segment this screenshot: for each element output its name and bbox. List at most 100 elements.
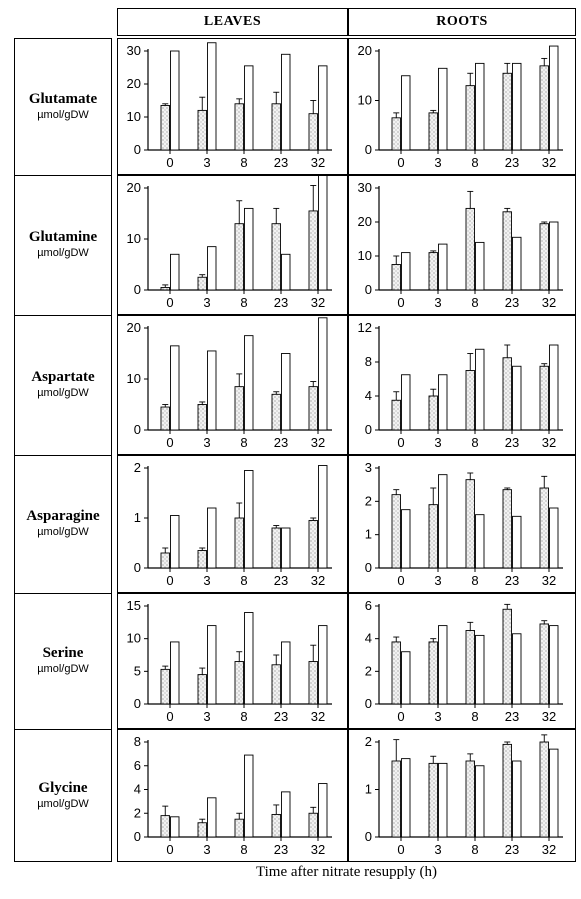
chart-panel: 0 1 2 0 3 8 23 32 xyxy=(117,455,348,593)
bar-chart: 0 1 2 0 3 8 23 32 xyxy=(134,460,332,588)
bar-open xyxy=(401,758,411,838)
row-label-glutamine: Glutamine µmol/gDW xyxy=(14,175,112,315)
bar-stippled xyxy=(465,479,475,569)
bar-stippled xyxy=(391,641,401,705)
x-tick-label: 32 xyxy=(311,842,325,857)
bar-stippled xyxy=(160,104,170,151)
x-tick-label: 23 xyxy=(274,709,288,724)
bar-stippled xyxy=(160,668,170,705)
bar-open xyxy=(475,348,485,431)
bar-stippled xyxy=(234,661,244,705)
bar-stippled xyxy=(160,286,170,291)
bar-open xyxy=(207,625,217,705)
y-tick-label: 10 xyxy=(358,248,372,263)
bar-stippled xyxy=(234,517,244,569)
x-tick-label: 3 xyxy=(203,435,210,450)
x-tick-label: 23 xyxy=(274,295,288,310)
bar-stippled xyxy=(428,762,438,838)
bar-open xyxy=(244,470,254,569)
bar-open xyxy=(438,374,448,431)
row-label-glutamate: Glutamate µmol/gDW xyxy=(14,38,112,175)
y-tick-label: 20 xyxy=(127,76,141,91)
bar-open xyxy=(207,42,217,151)
y-tick-label: 30 xyxy=(127,43,141,58)
y-tick-label: 30 xyxy=(358,180,372,195)
roots-header: ROOTS xyxy=(348,8,576,36)
bar-stippled xyxy=(234,818,244,838)
y-tick-label: 0 xyxy=(365,422,372,437)
x-tick-label: 32 xyxy=(542,573,556,588)
bar-open xyxy=(170,641,180,705)
amino-acid-name: Glycine xyxy=(38,779,88,796)
y-tick-label: 10 xyxy=(127,631,141,646)
x-tick-label: 8 xyxy=(240,155,247,170)
x-tick-label: 3 xyxy=(203,295,210,310)
chart-panel: 0 1 2 3 0 3 8 23 32 xyxy=(348,455,576,593)
bar-open xyxy=(318,625,328,705)
x-tick-label: 3 xyxy=(203,842,210,857)
x-tick-label: 8 xyxy=(240,709,247,724)
bar-stippled xyxy=(502,743,512,838)
y-tick-label: 5 xyxy=(134,663,141,678)
leaves-header: LEAVES xyxy=(117,8,348,36)
bar-stippled xyxy=(197,276,207,291)
row-label-asparagine: Asparagine µmol/gDW xyxy=(14,455,112,593)
x-tick-label: 0 xyxy=(166,155,173,170)
unit-label: µmol/gDW xyxy=(37,526,89,538)
y-tick-label: 1 xyxy=(365,782,372,797)
bar-open xyxy=(281,253,291,291)
bar-stippled xyxy=(271,393,281,431)
bar-stippled xyxy=(308,386,318,431)
bar-stippled xyxy=(271,223,281,291)
x-tick-label: 32 xyxy=(311,435,325,450)
y-tick-label: 2 xyxy=(365,734,372,749)
bar-open xyxy=(512,515,522,569)
bar-open xyxy=(207,350,217,431)
y-tick-label: 0 xyxy=(134,422,141,437)
x-tick-label: 8 xyxy=(471,155,478,170)
bar-stippled xyxy=(197,822,207,838)
bar-stippled xyxy=(465,760,475,838)
y-tick-label: 8 xyxy=(365,354,372,369)
y-tick-label: 0 xyxy=(134,142,141,157)
y-tick-label: 2 xyxy=(134,805,141,820)
y-tick-label: 4 xyxy=(365,631,372,646)
bar-stippled xyxy=(539,65,549,151)
x-tick-label: 3 xyxy=(434,709,441,724)
y-tick-label: 1 xyxy=(134,510,141,525)
x-tick-label: 0 xyxy=(397,155,404,170)
x-tick-label: 23 xyxy=(274,842,288,857)
x-tick-label: 32 xyxy=(542,155,556,170)
y-tick-label: 12 xyxy=(358,320,372,335)
bar-stippled xyxy=(391,117,401,151)
row-label-aspartate: Aspartate µmol/gDW xyxy=(14,315,112,455)
bar-stippled xyxy=(234,223,244,291)
bar-stippled xyxy=(502,489,512,569)
x-tick-label: 3 xyxy=(434,573,441,588)
bar-open xyxy=(281,53,291,151)
x-tick-label: 23 xyxy=(274,573,288,588)
bar-stippled xyxy=(428,504,438,569)
x-tick-label: 32 xyxy=(311,155,325,170)
x-tick-label: 23 xyxy=(505,435,519,450)
y-tick-label: 10 xyxy=(127,231,141,246)
bar-chart: 0 10 20 0 3 8 23 32 xyxy=(127,317,332,450)
chart-panel: 0 2 4 6 8 0 3 8 23 32 xyxy=(117,729,348,862)
x-tick-label: 32 xyxy=(311,573,325,588)
chart-panel: 0 5 10 15 0 3 8 23 32 xyxy=(117,593,348,729)
y-tick-label: 2 xyxy=(365,493,372,508)
bar-open xyxy=(512,365,522,431)
chart-panel: 0 10 20 30 0 3 8 23 32 xyxy=(117,38,348,175)
bar-open xyxy=(170,50,180,151)
y-tick-label: 8 xyxy=(134,734,141,749)
bar-stippled xyxy=(465,630,475,705)
bar-stippled xyxy=(391,494,401,569)
x-tick-label: 3 xyxy=(203,709,210,724)
bar-stippled xyxy=(465,85,475,151)
bar-open xyxy=(475,765,485,838)
bar-chart: 0 5 10 15 0 3 8 23 32 xyxy=(127,598,332,724)
bar-open xyxy=(318,783,328,838)
y-tick-label: 0 xyxy=(134,282,141,297)
bar-stippled xyxy=(465,370,475,431)
